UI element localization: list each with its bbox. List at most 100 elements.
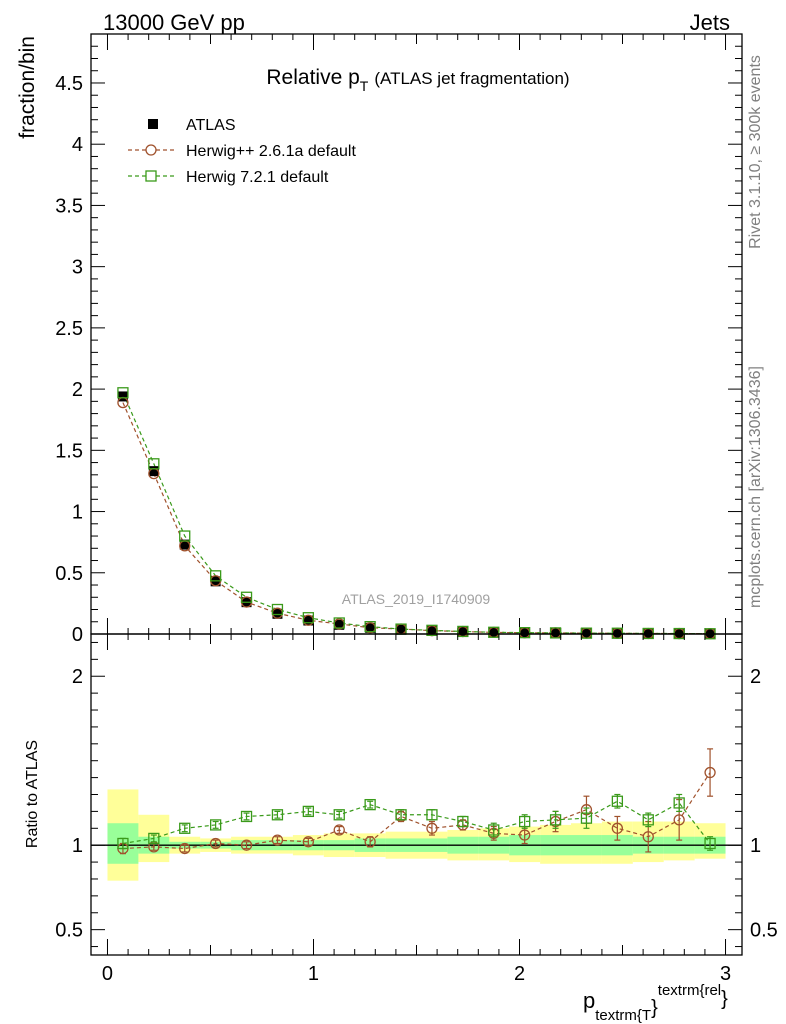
y-axis-label: fraction/bin [16, 36, 39, 139]
ratio-herwig-new-point [209, 819, 222, 831]
ratio-herwig-old-point [426, 822, 438, 834]
ratio-herwig-old-point [209, 837, 222, 850]
ratio-y-tick-label-right: 0.5 [750, 920, 778, 942]
ratio-herwig-new-point [302, 805, 314, 818]
herwig-new-point [240, 591, 253, 603]
legend-herwig-new-marker [145, 170, 157, 182]
herwig-new-point [179, 530, 191, 542]
herwig-new-point [488, 626, 500, 638]
ratio-herwig-new-point [117, 837, 129, 850]
main-y-tick-label: 4 [72, 134, 83, 156]
x-axis-label-sup-close: } [721, 988, 728, 1010]
chart-title-main: Relative p [266, 66, 359, 89]
ratio-herwig-old-point [611, 822, 624, 834]
main-y-tick-label: 0 [72, 624, 83, 646]
herwig-new-point [148, 458, 160, 470]
ratio-herwig-new-point [364, 798, 376, 811]
ratio-herwig-new-point [395, 809, 407, 821]
herwig-new-point [209, 570, 222, 582]
ratio-herwig-old-point [704, 766, 716, 779]
herwig-new-point [333, 617, 345, 629]
ratio-herwig-old-point [642, 831, 654, 843]
herwig-new-point [519, 627, 531, 639]
header-process-label: Jets [690, 10, 730, 35]
atlas-data-point [272, 608, 283, 619]
rivet-version-label: Rivet 3.1.10, ≥ 300k events [747, 55, 764, 249]
herwig-new-point [611, 627, 624, 639]
main-y-tick-label: 2.5 [55, 318, 83, 340]
ratio-herwig-old-point [364, 836, 376, 848]
herwig-new-point [457, 625, 469, 638]
legend-herwig-old-marker [145, 144, 157, 156]
x-tick-label: 3 [720, 963, 731, 985]
x-tick-label: 2 [514, 963, 525, 985]
ratio-herwig-new-point [519, 815, 531, 828]
ratio-herwig-new-point [457, 815, 469, 828]
main-axes: 0 0.5 1 1.5 2 2.5 3 3.5 4 4.5 [55, 33, 742, 646]
chart-title: Relative pT (ATLAS jet fragmentation) [266, 66, 569, 94]
main-y-tick-label: 3 [72, 257, 83, 279]
ratio-herwig-new-point [179, 822, 191, 834]
ratio-y-axis-label: Ratio to ATLAS [24, 740, 41, 848]
ratio-herwig-old-point [333, 824, 345, 836]
mcplots-label: mcplots.cern.ch [arXiv:1306.3436] [747, 366, 764, 608]
x-axis-label-main: p [583, 988, 595, 1013]
ratio-herwig-new-point [580, 812, 593, 824]
herwig-new-point [426, 624, 438, 636]
ratio-bands [107, 789, 726, 881]
atlas-data-point [581, 628, 592, 639]
atlas-data-point [117, 391, 128, 402]
ratio-y-tick-label: 2 [72, 666, 83, 688]
x-tick-label: 1 [308, 963, 319, 985]
main-y-tick-label: 1.5 [55, 440, 83, 462]
main-y-tick-label: 1 [72, 502, 83, 524]
ratio-herwig-old-point [302, 836, 314, 848]
ratio-y-tick-label: 1 [72, 835, 83, 857]
ratio-y-tick-label: 0.5 [55, 920, 83, 942]
main-y-tick-label: 4.5 [55, 73, 83, 95]
x-axis-label-close: } [651, 997, 658, 1019]
ratio-herwig-new-point [549, 814, 562, 826]
ratio-herwig-old-point [271, 834, 284, 846]
herwig-new-point [302, 612, 314, 624]
atlas-data-point [148, 466, 159, 477]
main-panel: 0 0.5 1 1.5 2 2.5 3 3.5 4 4.5 ATLAS_2019_I1740909 [55, 33, 743, 646]
x-axis-label-sup: textrm{rel [658, 982, 721, 999]
atlas-data-point [179, 539, 190, 550]
ratio-y-tick-label-right: 2 [750, 666, 761, 688]
ratio-y-tick-label-right: 1 [750, 835, 761, 857]
ratio-herwig-new-point [488, 824, 500, 836]
legend-herwig-old-label: Herwig++ 2.6.1a default [186, 143, 356, 160]
analysis-label: ATLAS_2019_I1740909 [342, 591, 491, 607]
herwig-new-point [364, 621, 376, 633]
ratio-panel: 0 1 2 3 0.5 0.5 1 1 2 2 [55, 633, 778, 985]
ratio-herwig-new-point [426, 809, 438, 821]
herwig-new-point [580, 627, 593, 639]
chart-title-sub: T [360, 78, 369, 94]
legend: ATLAS Herwig++ 2.6.1a default Herwig 7.2… [128, 117, 356, 186]
legend-herwig-new-label: Herwig 7.2.1 default [186, 169, 329, 186]
legend-atlas-marker [148, 119, 158, 129]
ratio-herwig-new-point [704, 837, 716, 850]
ratio-herwig-new-point [271, 809, 284, 821]
ratio-herwig-new-point [333, 809, 345, 821]
herwig-new-point [271, 603, 284, 616]
ratio-herwig-new-point [642, 814, 654, 826]
atlas-data-point [550, 628, 561, 639]
ratio-herwig-old-point [519, 829, 531, 841]
legend-atlas-label: ATLAS [186, 117, 236, 134]
ratio-series [117, 748, 716, 855]
ratio-herwig-new-point [240, 810, 253, 823]
main-y-tick-label: 0.5 [55, 563, 83, 585]
header-energy-label: 13000 GeV pp [103, 10, 245, 35]
ratio-herwig-old-point [673, 814, 685, 826]
herwig-new-point [117, 387, 129, 399]
main-y-tick-label: 2 [72, 379, 83, 401]
atlas-data-point [426, 625, 437, 636]
ratio-axes: 0 1 2 3 0.5 0.5 1 1 2 2 [55, 634, 778, 985]
herwig-new-point [549, 627, 562, 639]
atlas-data-point [334, 619, 345, 630]
ratio-herwig-old-point [240, 839, 253, 851]
ratio-herwig-new-point [148, 832, 160, 845]
